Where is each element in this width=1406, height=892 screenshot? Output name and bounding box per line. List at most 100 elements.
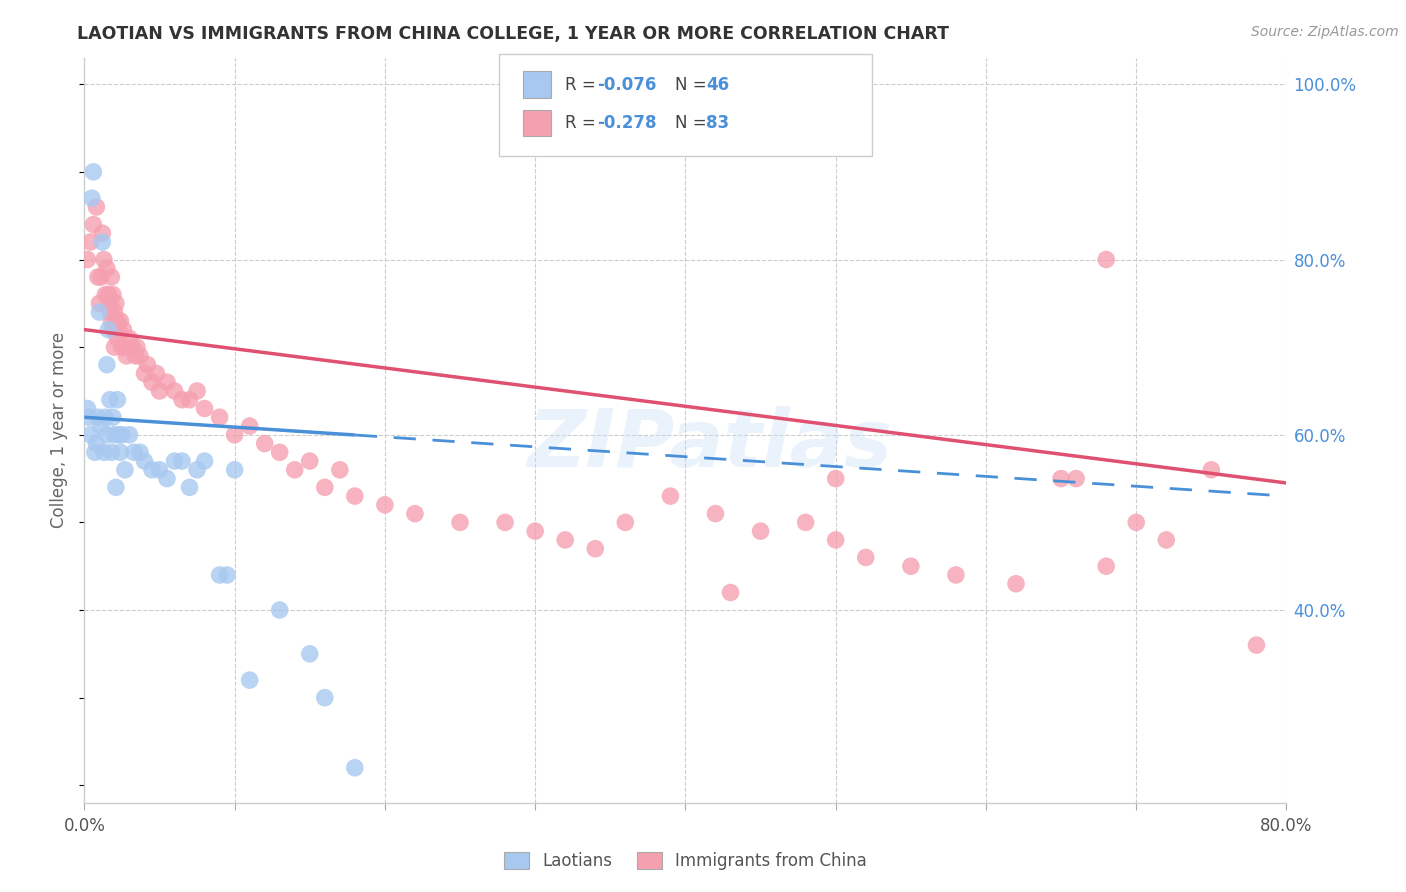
Point [108,323,131,337]
Point [163,384,186,398]
Point [122,445,145,459]
Point [374,498,396,512]
Point [194,401,217,416]
Point [449,516,471,530]
Point [329,463,352,477]
Text: -0.076: -0.076 [598,76,657,94]
Point [141,463,163,477]
Point [404,507,426,521]
Point [101,410,124,425]
Point [77,410,100,425]
Point [101,287,124,301]
Point [103,340,125,354]
Point [1095,559,1118,574]
Point [720,585,742,599]
Point [156,472,179,486]
Point [90,419,112,434]
Y-axis label: College, 1 year or more: College, 1 year or more [51,333,69,528]
Point [314,480,336,494]
Point [148,384,170,398]
Point [100,314,122,328]
Point [217,568,239,582]
Point [100,445,122,459]
Point [112,323,135,337]
Point [194,454,217,468]
Point [98,392,121,407]
Point [824,472,846,486]
Point [583,541,606,556]
Point [110,314,132,328]
Point [111,340,134,354]
Point [101,323,124,337]
Point [1095,252,1118,267]
Text: -0.278: -0.278 [598,114,657,132]
Point [107,331,129,345]
Point [824,533,846,547]
Point [1156,533,1178,547]
Point [298,454,321,468]
Point [343,761,366,775]
Point [87,270,110,285]
Point [115,349,138,363]
Point [129,445,152,459]
Point [524,524,547,538]
Point [91,235,114,249]
Point [110,445,132,459]
Point [945,568,967,582]
Point [314,690,336,705]
Point [90,270,112,285]
Point [1125,516,1147,530]
Point [170,392,193,407]
Text: R =: R = [565,114,602,132]
Point [855,550,877,565]
Point [118,331,141,345]
Point [186,384,208,398]
Point [163,454,186,468]
Point [114,463,136,477]
Point [82,218,104,232]
Point [94,410,117,425]
Point [794,516,817,530]
Point [186,463,208,477]
Point [343,489,366,503]
Point [208,410,231,425]
Point [83,445,105,459]
Text: 46: 46 [706,76,728,94]
Point [79,235,101,249]
Point [96,261,118,276]
Point [98,296,121,310]
Text: 83: 83 [706,114,728,132]
Point [136,358,159,372]
Point [1050,472,1073,486]
Point [80,191,103,205]
Point [141,375,163,389]
Point [82,165,104,179]
Point [111,427,134,442]
Point [134,454,156,468]
Point [224,463,246,477]
Point [614,516,637,530]
Point [1201,463,1223,477]
Point [179,480,201,494]
Point [76,252,98,267]
Point [79,427,101,442]
Legend: Laotians, Immigrants from China: Laotians, Immigrants from China [498,845,873,877]
Point [107,392,129,407]
Point [107,314,129,328]
Point [103,305,125,319]
Point [749,524,772,538]
Point [97,287,120,301]
Text: Source: ZipAtlas.com: Source: ZipAtlas.com [1251,25,1399,39]
Point [97,323,120,337]
Point [179,392,201,407]
Point [659,489,682,503]
Text: ZIPatlas: ZIPatlas [527,406,891,484]
Point [1005,576,1028,591]
Point [96,427,118,442]
Point [96,358,118,372]
Text: N =: N = [675,114,711,132]
Point [170,454,193,468]
Point [269,445,291,459]
Point [104,314,127,328]
Text: R =: R = [565,76,602,94]
